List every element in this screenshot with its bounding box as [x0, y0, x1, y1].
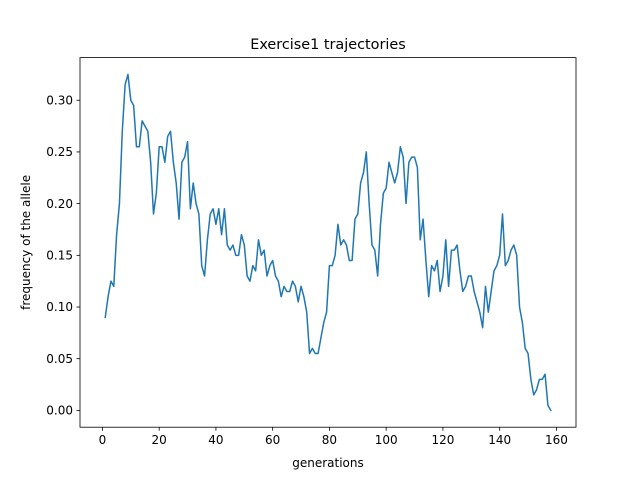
y-tick-label: 0.25	[46, 145, 73, 159]
x-tick-label: 100	[375, 433, 398, 447]
plot-area	[104, 73, 552, 412]
axis-ticks: 0 20 40 60 80 100 120 140 160 0.00 0.05 0.10 0.15 0.2…	[46, 93, 568, 447]
series-line-0	[104, 73, 552, 412]
x-tick-label: 20	[152, 433, 167, 447]
y-tick-label: 0.15	[46, 249, 73, 263]
x-tick-label: 160	[545, 433, 568, 447]
axes-frame	[79, 57, 577, 428]
x-tick-label: 60	[265, 433, 280, 447]
chart-title: Exercise1 trajectories	[250, 37, 405, 53]
y-tick-label: 0.00	[46, 404, 73, 418]
x-tick-label: 80	[322, 433, 337, 447]
x-tick-label: 40	[208, 433, 223, 447]
x-axis-label: generations	[292, 456, 364, 470]
y-tick-label: 0.20	[46, 197, 73, 211]
y-tick-label: 0.05	[46, 352, 73, 366]
x-tick-label: 0	[99, 433, 107, 447]
y-axis-label: frequency of the allele	[19, 175, 33, 310]
y-tick-label: 0.10	[46, 300, 73, 314]
y-tick-label: 0.30	[46, 93, 73, 107]
x-tick-label: 140	[488, 433, 511, 447]
x-tick-label: 120	[431, 433, 454, 447]
